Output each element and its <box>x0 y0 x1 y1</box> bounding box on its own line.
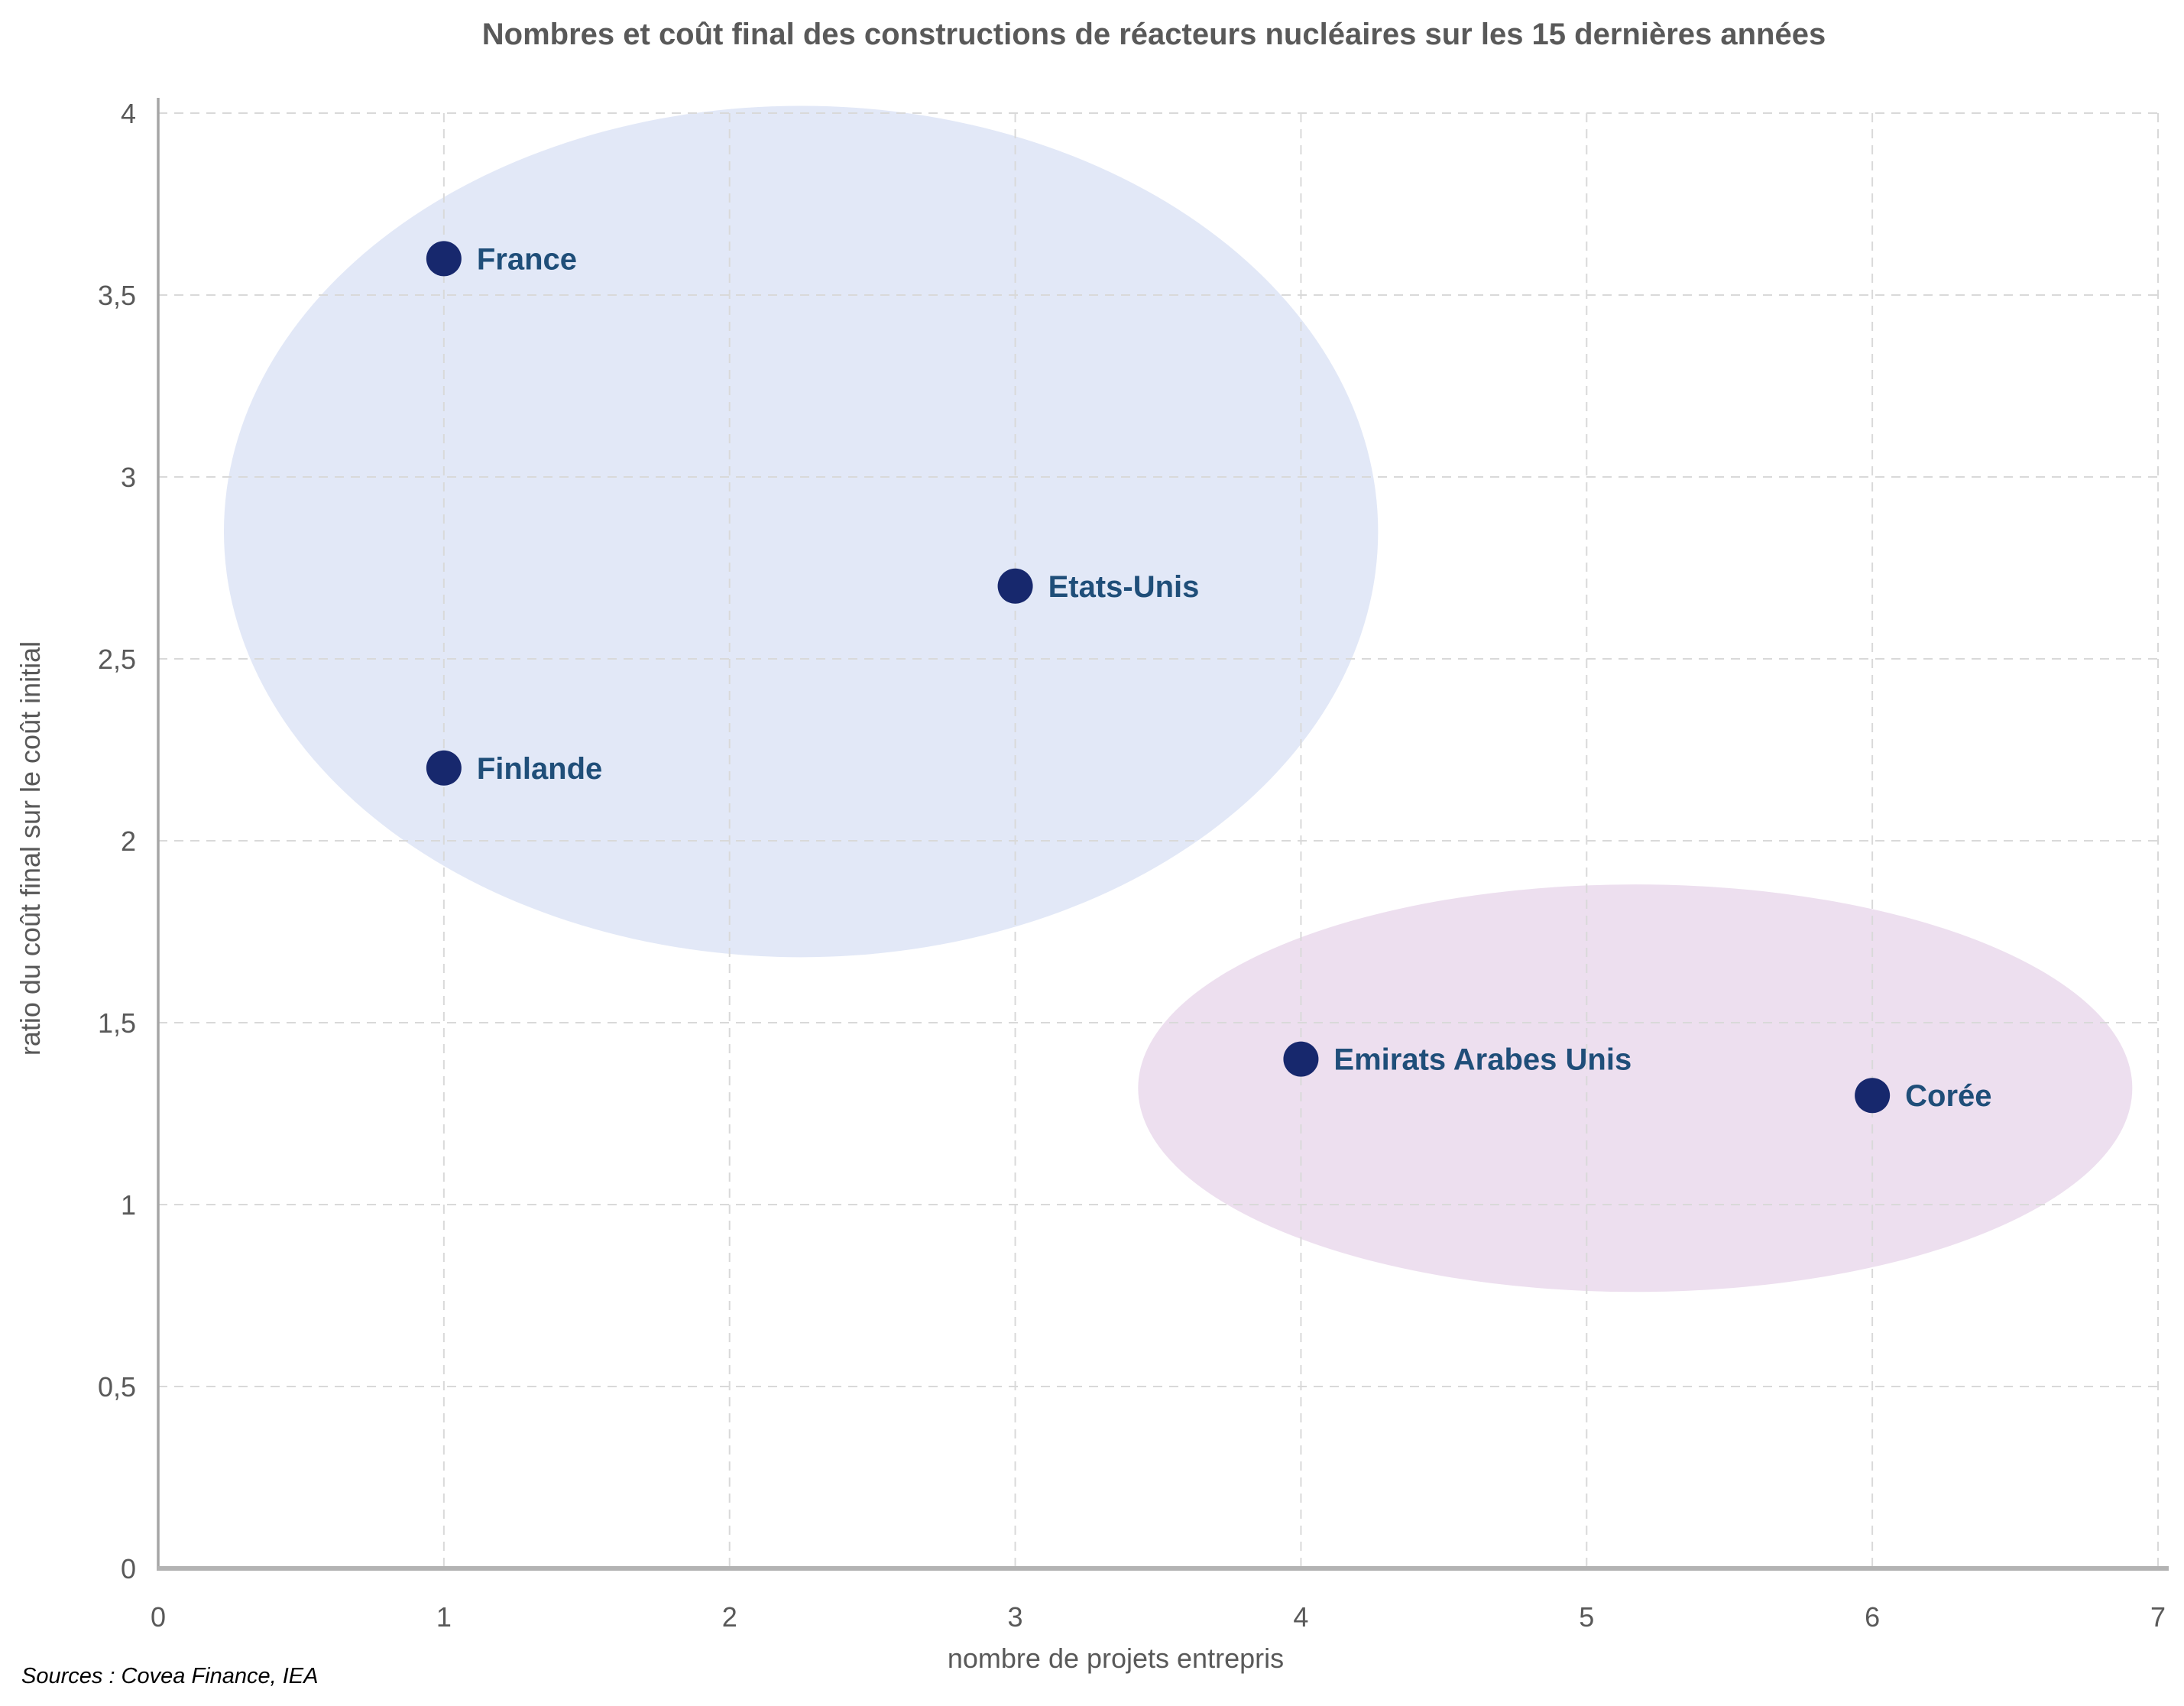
y-tick-label-1: 1 <box>121 1189 136 1221</box>
data-point-coree <box>1855 1078 1891 1114</box>
data-point-france <box>426 241 462 277</box>
tick-labels-layer: 0 1 2 3 4 5 6 7 0 0,5 1 1,5 2 2,5 3 3,5 4 <box>98 98 2166 1633</box>
data-points-layer: France Etats-Unis Finlande Emirats Arabes U… <box>426 241 1992 1114</box>
data-point-label-emirats-arabes-unis: Emirats Arabes Unis <box>1333 1043 1632 1077</box>
cluster-ellipses-layer <box>223 105 2133 1292</box>
y-tick-label-3: 3 <box>121 462 136 493</box>
y-tick-label-2: 2 <box>121 825 136 857</box>
data-point-etats-unis <box>997 568 1033 604</box>
axes-layer <box>157 98 2169 1571</box>
gridlines-layer <box>158 112 2159 1568</box>
y-tick-label-4: 4 <box>121 98 136 129</box>
data-point-label-france: France <box>477 242 577 276</box>
x-axis-title: nombre de projets entrepris <box>948 1643 1284 1674</box>
data-point-label-coree: Corée <box>1905 1079 1991 1113</box>
data-point-label-finlande: Finlande <box>477 752 602 786</box>
x-tick-label-1: 1 <box>436 1601 452 1633</box>
data-point-label-etats-unis: Etats-Unis <box>1048 570 1200 604</box>
x-tick-label-2: 2 <box>722 1601 737 1633</box>
x-tick-label-5: 5 <box>1579 1601 1594 1633</box>
x-tick-label-4: 4 <box>1293 1601 1308 1633</box>
x-tick-label-0: 0 <box>151 1601 166 1633</box>
cluster-ellipse-cluster-coree-emirats <box>1138 884 2133 1292</box>
y-tick-label-3,5: 3,5 <box>98 280 136 311</box>
x-tick-label-7: 7 <box>2150 1601 2166 1633</box>
cluster-ellipse-cluster-occident <box>223 105 1379 958</box>
x-tick-label-6: 6 <box>1865 1601 1880 1633</box>
source-note: Sources : Covea Finance, IEA <box>21 1664 318 1688</box>
x-tick-label-3: 3 <box>1008 1601 1023 1633</box>
data-point-emirats-arabes-unis <box>1283 1041 1319 1077</box>
y-tick-label-0,5: 0,5 <box>98 1371 136 1403</box>
y-tick-label-1,5: 1,5 <box>98 1007 136 1039</box>
data-point-finlande <box>426 750 462 786</box>
y-tick-label-0: 0 <box>121 1553 136 1584</box>
chart-title: Nombres et coût final des constructions … <box>482 18 1826 51</box>
y-axis-title: ratio du coût final sur le coût initial <box>15 641 46 1056</box>
y-tick-label-2,5: 2,5 <box>98 644 136 675</box>
